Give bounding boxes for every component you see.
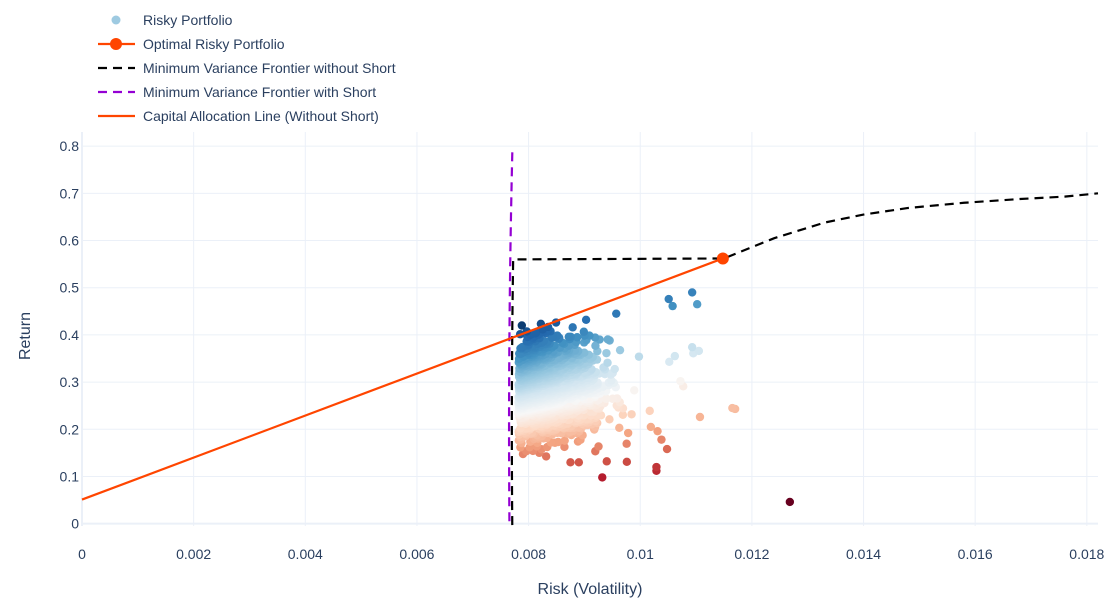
y-tick-label: 0.2 [60,421,80,437]
risky-portfolio-point[interactable] [602,457,611,466]
risky-portfolio-point[interactable] [608,394,617,403]
risky-portfolio-point[interactable] [634,352,644,361]
frontier-without-short-line [510,192,1099,526]
legend[interactable]: Risky Portfolio Optimal Risky Portfolio Mi… [98,12,396,124]
y-tick-label: 0.3 [60,374,80,390]
legend-item[interactable]: Minimum Variance Frontier with Short [98,84,376,100]
y-tick-label: 0.8 [60,138,80,154]
optimal-portfolio-point[interactable] [716,252,729,265]
risky-portfolio-point[interactable] [560,436,569,445]
risky-portfolio-point[interactable] [591,341,600,350]
risky-portfolio-point[interactable] [653,426,662,436]
risky-portfolio-point[interactable] [622,439,631,448]
risky-portfolio-point[interactable] [517,321,527,330]
risky-portfolio-point[interactable] [564,332,573,341]
risky-portfolio-point[interactable] [610,364,619,374]
risky-portfolio-point[interactable] [566,458,575,467]
y-tick-label: 0.1 [60,468,80,484]
x-tick-label: 0.016 [958,546,993,562]
risky-portfolio-point[interactable] [598,473,607,482]
risky-portfolio-point[interactable] [579,327,589,336]
risky-portfolio-point[interactable] [568,323,577,332]
risky-portfolio-point[interactable] [664,294,673,304]
risky-portfolio-point[interactable] [695,412,705,422]
x-tick-label: 0.006 [399,546,434,562]
risky-portfolio-point[interactable] [574,458,584,467]
y-tick-label: 0.5 [60,280,80,296]
risky-portfolio-point[interactable] [665,357,674,366]
legend-label: Capital Allocation Line (Without Short) [143,108,379,124]
risky-portfolio-point[interactable] [618,410,628,420]
legend-label: Minimum Variance Frontier with Short [143,84,376,100]
risky-portfolio-point[interactable] [615,345,625,355]
risky-portfolio-point[interactable] [670,351,680,361]
x-axis-ticks: 0 0.002 0.004 0.006 0.008 0.01 0.012 0.014 0.016… [78,546,1104,562]
risky-portfolio-point[interactable] [612,309,621,318]
y-axis-title: Return [17,312,34,360]
x-tick-label: 0 [78,546,86,562]
plot-area[interactable] [81,147,1099,526]
risky-portfolio-point[interactable] [615,423,624,432]
risky-portfolio-point[interactable] [594,442,603,451]
x-tick-label: 0.012 [734,546,769,562]
y-axis-ticks: 0 0.1 0.2 0.3 0.4 0.5 0.6 0.7 0.8 [60,138,80,531]
risky-portfolio-point[interactable] [676,376,685,386]
x-tick-label: 0.01 [627,546,654,562]
risky-portfolio-series [514,288,795,507]
risky-portfolio-point[interactable] [603,358,612,367]
risky-portfolio-point[interactable] [687,342,697,352]
risky-portfolio-point[interactable] [668,301,677,311]
x-tick-label: 0.014 [846,546,881,562]
risky-portfolio-point[interactable] [541,452,551,461]
x-tick-label: 0.004 [288,546,323,562]
risky-portfolio-point[interactable] [581,315,591,324]
legend-item[interactable]: Risky Portfolio [111,12,233,28]
risky-portfolio-point[interactable] [553,437,563,447]
risky-portfolio-point[interactable] [687,288,697,297]
risky-portfolio-point[interactable] [602,348,611,358]
risky-portfolio-point[interactable] [572,333,582,342]
risky-portfolio-point[interactable] [560,442,569,452]
legend-item[interactable]: Capital Allocation Line (Without Short) [98,108,379,124]
legend-marker-risky [111,15,121,25]
x-tick-label: 0.018 [1069,546,1104,562]
risky-portfolio-point[interactable] [646,422,656,432]
risky-portfolio-point[interactable] [785,497,795,507]
legend-label: Risky Portfolio [143,12,233,28]
x-tick-label: 0.002 [176,546,211,562]
risky-portfolio-point[interactable] [622,457,632,467]
risky-portfolio-point[interactable] [627,410,636,419]
y-tick-label: 0.4 [60,327,80,343]
risky-portfolio-point[interactable] [603,335,612,344]
capital-allocation-line [81,257,724,501]
x-tick-label: 0.008 [511,546,546,562]
x-axis-title: Risk (Volatility) [538,581,643,598]
legend-label: Optimal Risky Portfolio [143,36,285,52]
risky-portfolio-point[interactable] [652,462,661,472]
y-tick-label: 0.6 [60,233,80,249]
risky-portfolio-point[interactable] [694,346,704,356]
legend-label: Minimum Variance Frontier without Short [143,60,396,76]
risky-portfolio-point[interactable] [645,406,654,416]
frontier-with-short-line [507,147,514,522]
y-tick-label: 0.7 [60,185,80,201]
legend-marker-optimal [110,38,122,50]
legend-item[interactable]: Optimal Risky Portfolio [98,36,285,52]
y-tick-label: 0 [71,516,79,532]
risky-portfolio-point[interactable] [630,386,639,395]
risky-portfolio-point[interactable] [728,403,737,413]
risky-portfolio-point[interactable] [623,428,633,438]
risky-portfolio-point[interactable] [605,415,614,424]
risky-portfolio-point[interactable] [601,394,611,403]
legend-item[interactable]: Minimum Variance Frontier without Short [98,60,396,76]
grid-lines [81,132,1098,526]
risky-portfolio-point[interactable] [662,444,672,454]
risky-portfolio-point[interactable] [692,300,702,309]
risky-portfolio-point[interactable] [657,435,666,444]
